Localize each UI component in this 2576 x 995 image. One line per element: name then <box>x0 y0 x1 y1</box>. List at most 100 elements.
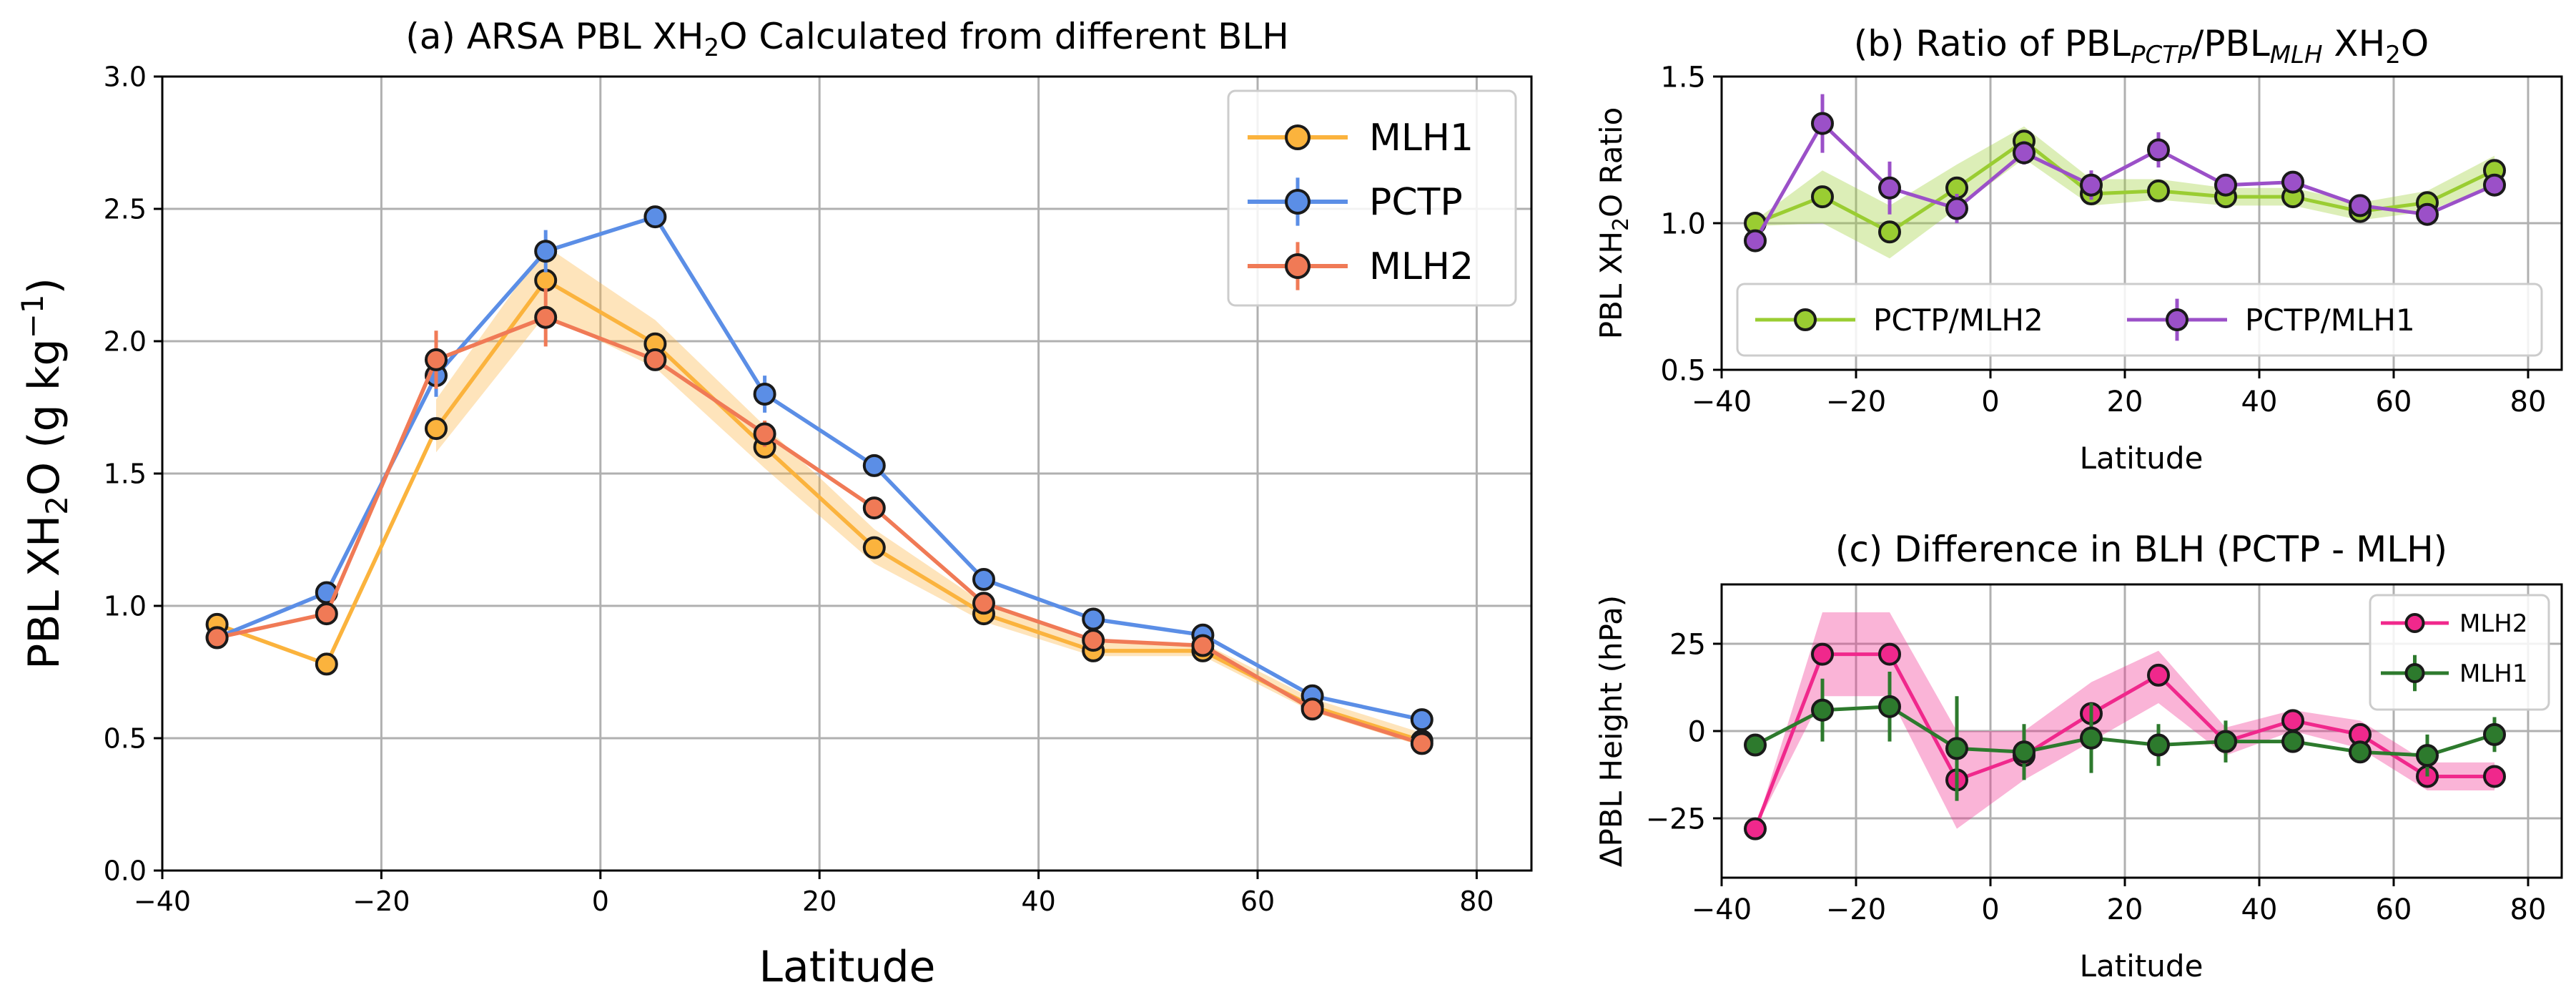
x-tick-label: 0 <box>592 886 609 917</box>
point-mlh1 <box>2013 740 2035 764</box>
legend-marker <box>1285 253 1311 279</box>
panel-c-title: (c) Difference in BLH (PCTP - MLH) <box>1835 529 2447 570</box>
point-pctp-mlh1 <box>2281 170 2304 194</box>
panel-b-legend: PCTP/MLH2 PCTP/MLH1 <box>1736 283 2543 357</box>
panel-b-ylabel: PBL XH2O Ratio <box>1594 107 1634 340</box>
panel-c-xlabel: Latitude <box>2080 949 2204 984</box>
panel-c-bands <box>1755 612 2494 829</box>
x-tick-label: 60 <box>1240 886 1275 917</box>
legend-marker <box>2404 613 2425 633</box>
point-mlh1 <box>1878 695 1901 718</box>
point-pctp <box>643 205 667 229</box>
y-tick-label: 1.5 <box>104 459 147 490</box>
y-tick-label: 3.0 <box>104 62 147 93</box>
x-tick-label: 0 <box>1981 893 1999 926</box>
legend-label-mlh1: MLH1 <box>1369 117 1474 160</box>
point-mlh1 <box>862 536 886 559</box>
x-tick-label: −20 <box>1826 386 1886 418</box>
legend-label-mlh2: MLH2 <box>1369 245 1474 288</box>
point-pctp-mlh2 <box>1878 220 1901 244</box>
point-mlh2 <box>425 348 448 371</box>
point-pctp-mlh1 <box>2416 202 2439 226</box>
point-pctp-mlh1 <box>1878 176 1901 200</box>
point-mlh2 <box>205 626 229 650</box>
panel-a-xlabel: Latitude <box>759 942 936 992</box>
point-mlh1 <box>1945 737 1968 760</box>
x-tick-label: 60 <box>2376 893 2412 926</box>
x-tick-label: 80 <box>2510 893 2547 926</box>
point-mlh2 <box>1410 732 1433 755</box>
panel-a-title: (a) ARSA PBL XH2O Calculated from differ… <box>405 16 1289 62</box>
point-pctp-mlh1 <box>1945 197 1968 220</box>
point-mlh2 <box>1191 634 1215 657</box>
point-pctp-mlh1 <box>2013 141 2035 165</box>
point-mlh1 <box>2281 730 2304 753</box>
x-tick-label: 0 <box>1981 386 1999 418</box>
panel-a: −40 −20 0 20 40 60 80 0.0 0.5 1.0 1.5 2.0 2.5 3.0 (a)… <box>15 16 1533 992</box>
x-tick-label: −40 <box>1692 386 1752 418</box>
panel-a-legend: MLH1 PCTP MLH2 <box>1227 89 1517 307</box>
legend-marker <box>1285 189 1311 215</box>
x-tick-label: 20 <box>2107 893 2143 926</box>
band-mlh1 <box>436 245 1422 747</box>
panel-a-ylabel: PBL XH2O (g kg−1) <box>15 278 74 670</box>
panel-c-lines <box>1744 642 2506 840</box>
panel-c-ylabel: ΔPBL Height (hPa) <box>1594 595 1629 867</box>
panel-b-lines <box>1744 94 2506 253</box>
point-mlh1 <box>2416 744 2439 768</box>
point-mlh1 <box>315 652 338 676</box>
legend-label-c-mlh1: MLH1 <box>2459 660 2527 688</box>
point-mlh2 <box>753 422 776 446</box>
point-mlh2 <box>643 348 667 371</box>
legend-marker <box>1794 308 1817 331</box>
x-tick-label: 40 <box>2241 386 2278 418</box>
point-pctp <box>1410 708 1433 732</box>
y-tick-label: 0 <box>1688 715 1706 748</box>
panel-b-title: (b) Ratio of PBLPCTP/PBLMLH XH2O <box>1854 23 2429 69</box>
x-tick-label: 40 <box>2241 893 2278 926</box>
panel-b-xlabel: Latitude <box>2080 441 2204 476</box>
point-mlh2 <box>315 602 338 626</box>
point-pctp <box>753 383 776 406</box>
point-pctp-mlh1 <box>2080 173 2103 197</box>
panel-c-legend: MLH2 MLH1 <box>2369 594 2550 711</box>
y-tick-label: 1.0 <box>104 591 147 622</box>
y-tick-label: −25 <box>1646 803 1706 835</box>
point-mlh2 <box>2281 709 2304 732</box>
point-pctp-mlh1 <box>2349 194 2372 217</box>
point-pctp-mlh2 <box>2147 179 2170 202</box>
point-pctp <box>862 454 886 477</box>
point-pctp-mlh1 <box>2147 138 2170 162</box>
y-tick-label: 2.0 <box>104 326 147 358</box>
point-mlh1 <box>1744 733 1767 757</box>
legend-marker <box>1285 124 1311 150</box>
panel-b: −40 −20 0 20 40 60 80 0.5 1.0 1.5 (b) Ratio of PB… <box>1594 23 2563 476</box>
point-pctp-mlh1 <box>1744 229 1767 253</box>
panel-a-ticks: −40 −20 0 20 40 60 80 0.0 0.5 1.0 1.5 2.0 2.5 3.0 <box>104 62 1494 917</box>
x-tick-label: 20 <box>2107 386 2143 418</box>
point-pctp <box>534 240 558 263</box>
legend-label-c-mlh2: MLH2 <box>2459 609 2527 638</box>
panel-a-lines <box>205 205 1433 755</box>
x-tick-label: 80 <box>2510 386 2547 418</box>
point-mlh1 <box>2147 733 2170 757</box>
legend-label-pctp-mlh1: PCTP/MLH1 <box>2245 303 2415 338</box>
legend-marker <box>2404 663 2425 683</box>
x-tick-label: −40 <box>1692 893 1752 926</box>
point-mlh2 <box>2483 765 2506 788</box>
y-tick-label: 1.0 <box>1660 207 1706 240</box>
point-mlh2 <box>1082 629 1105 652</box>
point-mlh1 <box>2483 722 2506 746</box>
y-tick-label: 25 <box>1669 628 1706 661</box>
x-tick-label: 60 <box>2376 386 2412 418</box>
point-mlh2 <box>862 496 886 520</box>
x-tick-label: −40 <box>134 886 191 917</box>
legend-label-pctp-mlh2: PCTP/MLH2 <box>1873 303 2043 338</box>
panel-c: −40 −20 0 20 40 60 80 −25 0 25 (c) Difference in … <box>1594 529 2563 984</box>
point-mlh2 <box>534 305 558 329</box>
panel-b-ticks: −40 −20 0 20 40 60 80 0.5 1.0 1.5 <box>1660 61 2546 418</box>
legend-label-pctp: PCTP <box>1369 181 1463 224</box>
series-line-pctp <box>216 215 1423 722</box>
point-mlh1 <box>2214 730 2237 753</box>
